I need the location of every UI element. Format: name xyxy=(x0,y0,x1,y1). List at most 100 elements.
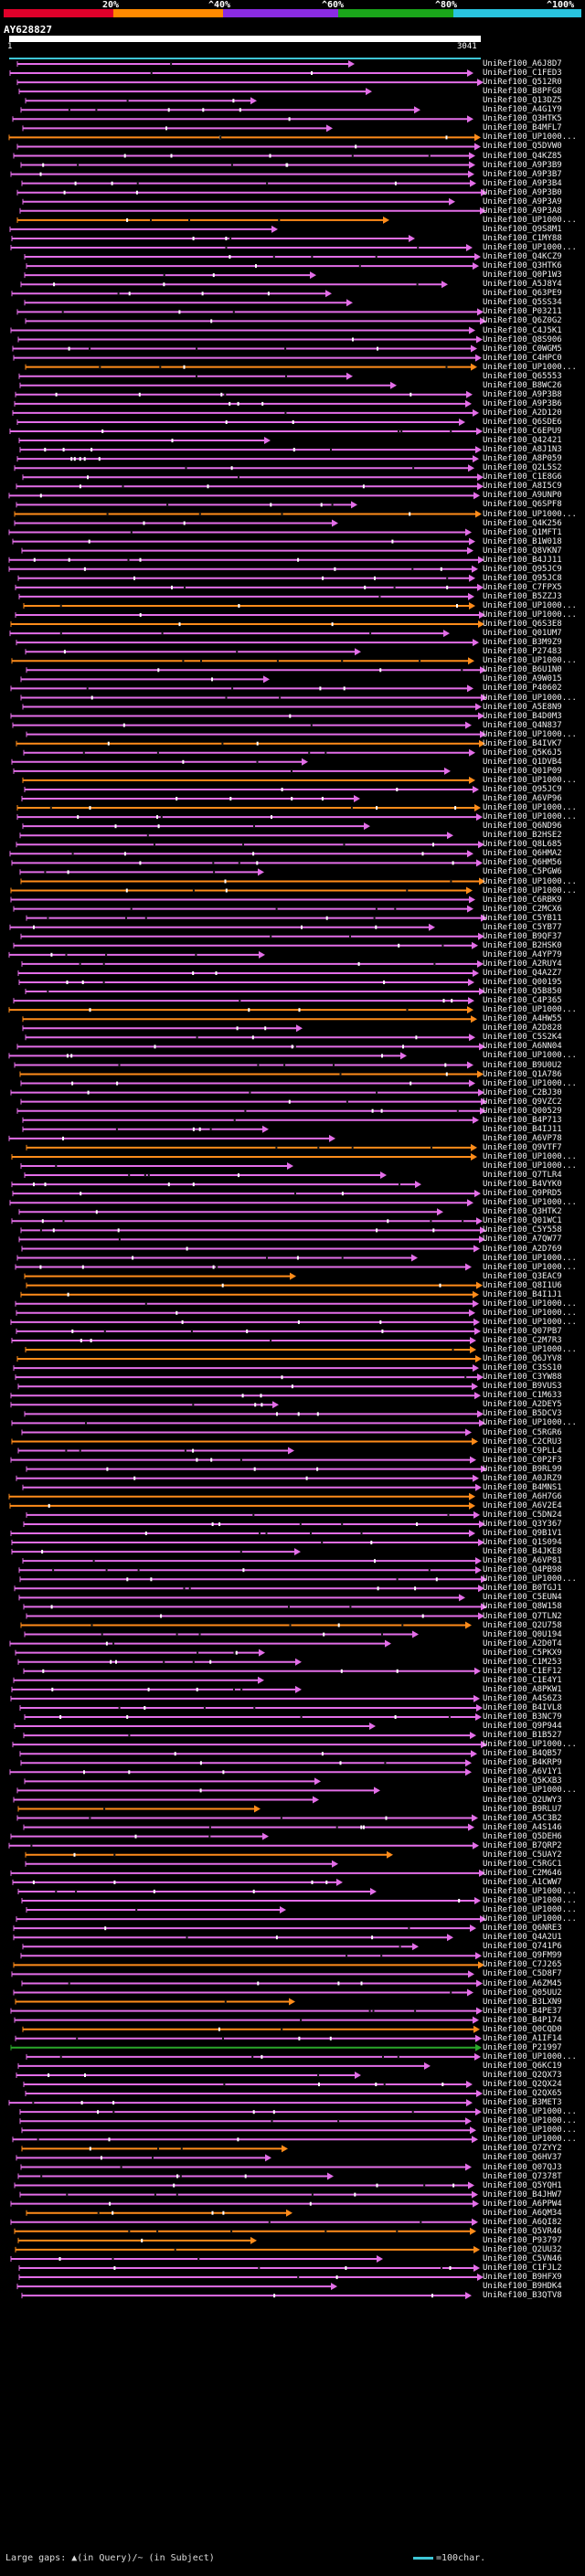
hit-label[interactable]: UniRef100_Q5VR46 xyxy=(483,2226,562,2236)
hit-label[interactable]: UniRef100_Q6JYV8 xyxy=(483,1354,562,1364)
hit-label[interactable]: UniRef100_UP1000... xyxy=(483,1317,577,1327)
hit-label[interactable]: UniRef100_UP1000... xyxy=(483,1786,577,1796)
hit-label[interactable]: UniRef100_A9P3A8 xyxy=(483,206,562,216)
hit-label[interactable]: UniRef100_B9VUS3 xyxy=(483,1382,562,1392)
hit-label[interactable]: UniRef100_C5S2K4 xyxy=(483,1033,562,1043)
hit-label[interactable]: UniRef100_Q4KCZ9 xyxy=(483,252,562,262)
hit-label[interactable]: UniRef100_Q63PE9 xyxy=(483,289,562,299)
hit-label[interactable]: UniRef100_Q9P944 xyxy=(483,1722,562,1732)
hit-label[interactable]: UniRef100_Q9B1V1 xyxy=(483,1529,562,1538)
hit-label[interactable]: UniRef100_A2D0T4 xyxy=(483,1638,562,1648)
hit-label[interactable]: UniRef100_Q1DVB4 xyxy=(483,757,562,767)
hit-label[interactable]: UniRef100_B4D0M3 xyxy=(483,711,562,721)
hit-label[interactable]: UniRef100_A9P3B0 xyxy=(483,187,562,197)
hit-label[interactable]: UniRef100_B3QTV8 xyxy=(483,2291,562,2301)
hit-label[interactable]: UniRef100_C5D8F7 xyxy=(483,1969,562,1979)
hit-label[interactable]: UniRef100_A5C3B2 xyxy=(483,1813,562,1823)
hit-label[interactable]: UniRef100_C2M646 xyxy=(483,1868,562,1878)
hit-label[interactable]: UniRef100_A9P3B7 xyxy=(483,169,562,179)
hit-label[interactable]: UniRef100_Q2QX73 xyxy=(483,2071,562,2080)
hit-label[interactable]: UniRef100_C2MCX6 xyxy=(483,904,562,914)
hit-label[interactable]: UniRef100_UP1000... xyxy=(483,885,577,896)
hit-label[interactable]: UniRef100_Q6NRE3 xyxy=(483,1924,562,1934)
hit-label[interactable]: UniRef100_B4JJ11 xyxy=(483,555,562,565)
hit-label[interactable]: UniRef100_Q8L685 xyxy=(483,840,562,850)
hit-label[interactable]: UniRef100_A8I5C9 xyxy=(483,482,562,492)
hit-label[interactable]: UniRef100_B4IJ11 xyxy=(483,1124,562,1134)
hit-label[interactable]: UniRef100_C1M253 xyxy=(483,1657,562,1667)
hit-label[interactable]: UniRef100_UP1000... xyxy=(483,1299,577,1309)
hit-label[interactable]: UniRef100_A5J8Y4 xyxy=(483,280,562,290)
hit-label[interactable]: UniRef100_Q7378T xyxy=(483,2171,562,2181)
hit-label[interactable]: UniRef100_A6J8D7 xyxy=(483,59,562,69)
hit-label[interactable]: UniRef100_A2D828 xyxy=(483,1023,562,1034)
hit-label[interactable]: UniRef100_Q1A786 xyxy=(483,1069,562,1079)
hit-label[interactable]: UniRef100_C2M7R3 xyxy=(483,1336,562,1345)
hit-label[interactable]: UniRef100_B1B527 xyxy=(483,1731,562,1741)
hit-label[interactable]: UniRef100_C4HPC0 xyxy=(483,353,562,363)
hit-label[interactable]: UniRef100_UP1000... xyxy=(483,876,577,886)
hit-label[interactable]: UniRef100_Q8W158 xyxy=(483,1602,562,1612)
hit-label[interactable]: UniRef100_A0JRZ9 xyxy=(483,1473,562,1483)
hit-label[interactable]: UniRef100_B4MFL7 xyxy=(483,123,562,133)
hit-label[interactable]: UniRef100_A4HW55 xyxy=(483,1014,562,1024)
hit-label[interactable]: UniRef100_B8PFG8 xyxy=(483,87,562,97)
hit-label[interactable]: UniRef100_UP1000... xyxy=(483,812,577,822)
hit-label[interactable]: UniRef100_UP1000... xyxy=(483,2125,577,2136)
hit-label[interactable]: UniRef100_Q7TLN2 xyxy=(483,1611,562,1621)
hit-label[interactable]: UniRef100_P40602 xyxy=(483,684,562,694)
hit-label[interactable]: UniRef100_C5EUN4 xyxy=(483,1593,562,1603)
hit-label[interactable]: UniRef100_Q1MFT1 xyxy=(483,527,562,537)
hit-label[interactable]: UniRef100_Q3HTK6 xyxy=(483,261,562,271)
hit-label[interactable]: UniRef100_C5RGC1 xyxy=(483,1859,562,1869)
hit-label[interactable]: UniRef100_Q4N837 xyxy=(483,720,562,730)
hit-label[interactable]: UniRef100_A1CWW7 xyxy=(483,1877,562,1887)
hit-label[interactable]: UniRef100_UP1000... xyxy=(483,1345,577,1354)
hit-label[interactable]: UniRef100_A6V2E4 xyxy=(483,1500,562,1511)
hit-label[interactable]: UniRef100_B0TGJ1 xyxy=(483,1584,562,1594)
hit-label[interactable]: UniRef100_Q2QX65 xyxy=(483,2089,562,2099)
hit-label[interactable]: UniRef100_C1EF12 xyxy=(483,1666,562,1676)
hit-label[interactable]: UniRef100_Q07PB7 xyxy=(483,1326,562,1336)
hit-label[interactable]: UniRef100_B4MNS1 xyxy=(483,1482,562,1492)
hit-label[interactable]: UniRef100_A2D120 xyxy=(483,408,562,418)
hit-label[interactable]: UniRef100_Q7ZYY2 xyxy=(483,2144,562,2154)
hit-label[interactable]: UniRef100_B6U1N0 xyxy=(483,665,562,675)
hit-label[interactable]: UniRef100_Q01P09 xyxy=(483,766,562,776)
hit-label[interactable]: UniRef100_A9W015 xyxy=(483,674,562,684)
hit-label[interactable]: UniRef100_B9RLU7 xyxy=(483,1804,562,1814)
hit-label[interactable]: UniRef100_Q7TLR4 xyxy=(483,1171,562,1181)
hit-label[interactable]: UniRef100_Q4KZ85 xyxy=(483,151,562,161)
hit-label[interactable]: UniRef100_C7J265 xyxy=(483,1960,562,1970)
hit-label[interactable]: UniRef100_C0WGM5 xyxy=(483,344,562,354)
hit-label[interactable]: UniRef100_UP1000... xyxy=(483,1574,577,1585)
hit-label[interactable]: UniRef100_C4J5K1 xyxy=(483,325,562,335)
hit-label[interactable]: UniRef100_Q5SS34 xyxy=(483,298,562,308)
hit-label[interactable]: UniRef100_B3MET3 xyxy=(483,2098,562,2108)
hit-label[interactable]: UniRef100_UP1000... xyxy=(483,1740,577,1750)
hit-label[interactable]: UniRef100_Q2UWY3 xyxy=(483,1795,562,1805)
hit-label[interactable]: UniRef100_B3NC79 xyxy=(483,1712,562,1722)
hit-label[interactable]: UniRef100_Q9VZC2 xyxy=(483,1097,562,1107)
hit-label[interactable]: UniRef100_Q65553 xyxy=(483,371,562,381)
hit-label[interactable]: UniRef100_C3YW88 xyxy=(483,1373,562,1383)
hit-label[interactable]: UniRef100_UP1000... xyxy=(483,243,577,252)
hit-label[interactable]: UniRef100_UP1000... xyxy=(483,1198,577,1208)
hit-label[interactable]: UniRef100_Q2L5S2 xyxy=(483,463,562,473)
hit-label[interactable]: UniRef100_Q07QJ3 xyxy=(483,2162,562,2172)
hit-label[interactable]: UniRef100_A6VP78 xyxy=(483,1133,562,1143)
hit-label[interactable]: UniRef100_C5PKX9 xyxy=(483,1648,562,1658)
hit-label[interactable]: UniRef100_A4YP79 xyxy=(483,949,562,959)
hit-label[interactable]: UniRef100_A6QM34 xyxy=(483,2208,562,2218)
hit-label[interactable]: UniRef100_B7QRP2 xyxy=(483,1840,562,1850)
hit-label[interactable]: UniRef100_UP1000... xyxy=(483,1896,577,1905)
hit-label[interactable]: UniRef100_Q3Y367 xyxy=(483,1520,562,1529)
hit-label[interactable]: UniRef100_Q95JC9 xyxy=(483,564,562,574)
hit-label[interactable]: UniRef100_B4JHW7 xyxy=(483,2189,562,2200)
hit-label[interactable]: UniRef100_Q9S8M1 xyxy=(483,224,562,234)
hit-label[interactable]: UniRef100_C0P2F3 xyxy=(483,1455,562,1465)
hit-label[interactable]: UniRef100_Q01WC1 xyxy=(483,1216,562,1226)
hit-label[interactable]: UniRef100_B4QB57 xyxy=(483,1749,562,1759)
hit-label[interactable]: UniRef100_UP1000... xyxy=(483,1262,577,1272)
hit-label[interactable]: UniRef100_UP1000... xyxy=(483,610,577,620)
